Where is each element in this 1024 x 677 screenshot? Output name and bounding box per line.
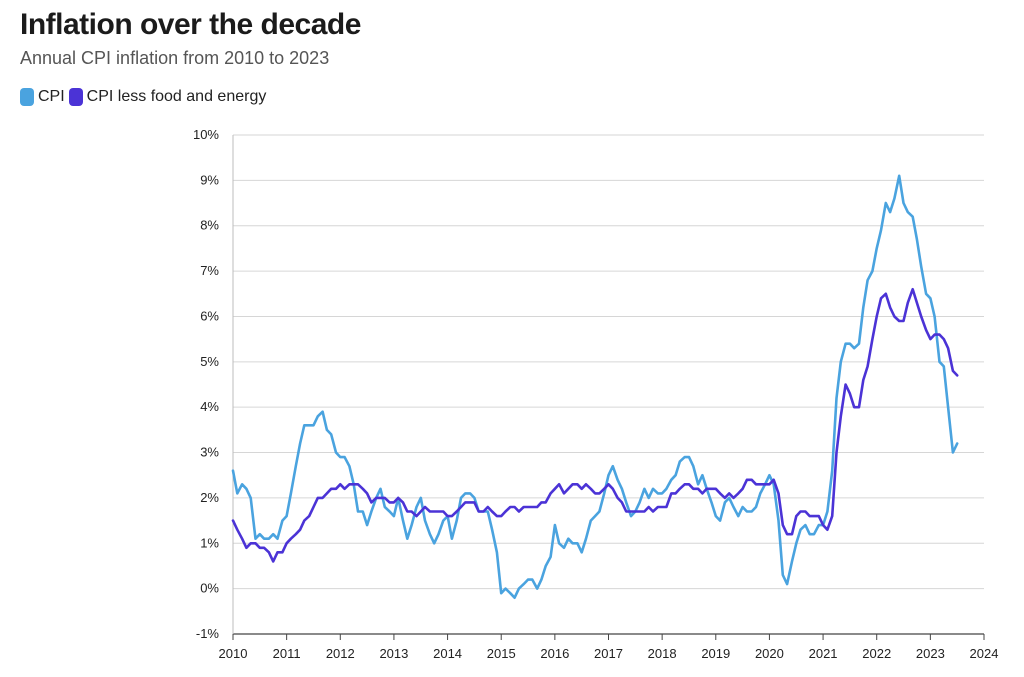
- y-tick-label: 6%: [200, 308, 219, 323]
- series-line-cpi[interactable]: [231, 174, 959, 599]
- x-tick-label: 2019: [701, 646, 730, 661]
- legend: CPI CPI less food and energy: [20, 88, 270, 106]
- y-tick-label: 8%: [200, 218, 219, 233]
- legend-swatch-core-cpi: [68, 88, 83, 106]
- chart-subtitle: Annual CPI inflation from 2010 to 2023: [20, 48, 330, 68]
- series-lines: [231, 174, 959, 599]
- x-tick-label: 2013: [379, 646, 408, 661]
- x-tick-label: 2010: [219, 646, 248, 661]
- chart-title: Inflation over the decade: [20, 8, 361, 41]
- legend-item-cpi[interactable]: CPI: [20, 88, 65, 106]
- grid-lines: [232, 134, 984, 635]
- x-tick-label: 2023: [916, 646, 945, 661]
- x-tick-label: 2021: [809, 646, 838, 661]
- series-line-core-cpi[interactable]: [231, 287, 959, 563]
- y-tick-label: 1%: [200, 535, 219, 550]
- x-tick-label: 2015: [487, 646, 516, 661]
- x-axis-ticks: 2010 2011 2012 2013 2014 2015 2016 2017 2018 2019…: [219, 634, 999, 661]
- x-tick-label: 2018: [648, 646, 677, 661]
- x-tick-label: 2022: [862, 646, 891, 661]
- legend-item-core-cpi[interactable]: CPI less food and energy: [68, 88, 267, 106]
- legend-label-cpi: CPI: [38, 88, 65, 105]
- y-tick-label: -1%: [196, 626, 220, 641]
- x-tick-label: 2017: [594, 646, 623, 661]
- legend-swatch-cpi: [20, 88, 34, 106]
- y-tick-label: 0%: [200, 581, 219, 596]
- legend-label-core-cpi: CPI less food and energy: [86, 88, 267, 105]
- y-tick-label: 9%: [200, 172, 219, 187]
- y-tick-label: 2%: [200, 490, 219, 505]
- y-tick-label: 7%: [200, 263, 219, 278]
- x-tick-label: 2012: [326, 646, 355, 661]
- y-tick-label: 10%: [193, 127, 219, 142]
- y-tick-label: 3%: [200, 445, 219, 460]
- y-tick-label: 5%: [200, 354, 219, 369]
- x-tick-label: 2020: [755, 646, 784, 661]
- y-axis-ticks: -1% 0% 1% 2% 3% 4% 5% 6% 7% 8% 9% 10%: [193, 127, 219, 641]
- x-tick-label: 2024: [970, 646, 999, 661]
- y-tick-label: 4%: [200, 399, 219, 414]
- x-tick-label: 2014: [433, 646, 462, 661]
- x-tick-label: 2016: [540, 646, 569, 661]
- x-tick-label: 2011: [273, 646, 301, 661]
